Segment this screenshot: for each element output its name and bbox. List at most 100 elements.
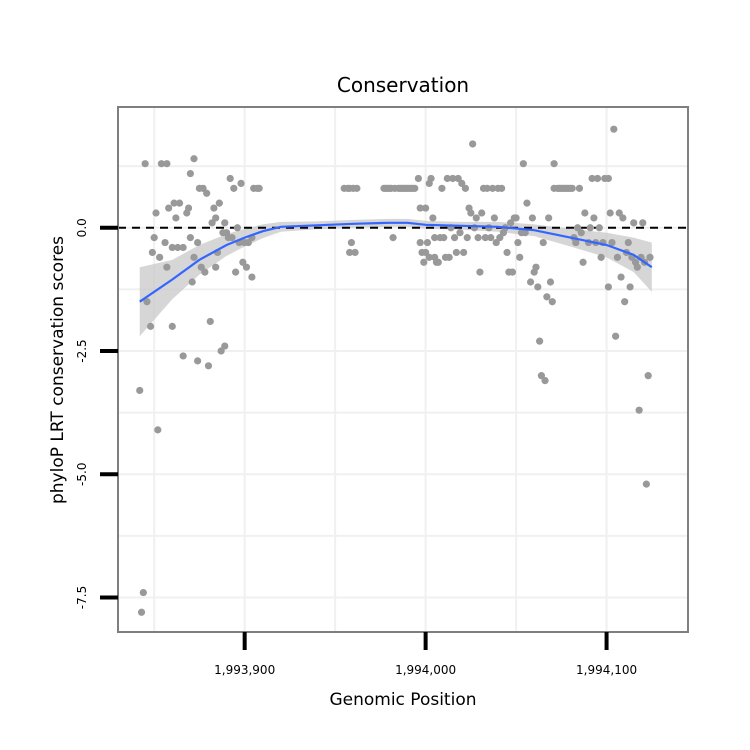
data-point <box>586 224 594 232</box>
data-point <box>458 179 466 188</box>
data-point <box>248 273 256 281</box>
data-point <box>136 386 144 395</box>
data-point <box>143 298 151 306</box>
data-point <box>431 234 439 242</box>
data-point <box>233 224 242 232</box>
data-point <box>427 174 435 183</box>
data-point <box>239 258 247 266</box>
data-point <box>485 224 493 232</box>
data-point <box>492 238 500 247</box>
data-point <box>519 160 527 168</box>
data-point <box>203 189 211 197</box>
data-point <box>590 214 598 222</box>
chart-title: Conservation <box>337 73 469 97</box>
data-point <box>221 342 229 350</box>
data-point <box>244 238 252 247</box>
data-point <box>568 184 576 192</box>
data-point <box>152 209 160 217</box>
data-point <box>633 263 641 271</box>
data-point <box>481 234 489 242</box>
data-point <box>476 268 484 276</box>
data-point <box>534 283 542 291</box>
y-tick-label: 0.0 <box>75 218 89 237</box>
panel-border <box>117 106 689 633</box>
data-point <box>184 204 193 212</box>
data-point <box>615 209 623 217</box>
x-tick-label: 1,994,000 <box>395 663 456 677</box>
data-point <box>186 169 194 178</box>
data-point <box>545 214 553 222</box>
data-point <box>221 219 229 227</box>
data-point <box>536 337 544 345</box>
data-point <box>150 234 158 242</box>
data-point <box>423 238 432 247</box>
data-point <box>550 160 558 168</box>
data-point <box>137 608 146 616</box>
data-point <box>139 588 147 597</box>
data-point <box>575 184 584 192</box>
data-point <box>577 229 585 237</box>
y-tick-label: -2.5 <box>75 339 89 362</box>
x-tick-label: 1,993,900 <box>214 663 275 677</box>
data-point <box>445 253 453 261</box>
data-point <box>422 248 430 257</box>
data-point <box>543 293 551 301</box>
data-point <box>210 204 218 212</box>
data-point <box>179 243 187 252</box>
data-point <box>215 199 223 207</box>
data-point <box>165 204 173 212</box>
data-point <box>242 263 251 271</box>
scatter-points <box>136 125 654 616</box>
data-point <box>179 352 187 360</box>
y-tick-label: -7.5 <box>75 586 89 609</box>
data-point <box>389 234 397 242</box>
data-point <box>619 214 627 222</box>
data-point <box>174 243 182 252</box>
y-axis-title: phyloP LRT conservation scores <box>48 236 68 504</box>
data-point <box>347 238 356 247</box>
data-point <box>194 357 202 365</box>
data-point <box>474 234 482 242</box>
data-point <box>353 184 361 192</box>
data-point <box>624 238 632 247</box>
data-point <box>635 406 643 414</box>
data-point <box>588 174 596 183</box>
data-point <box>461 184 470 192</box>
data-point <box>483 184 491 192</box>
data-point <box>642 480 650 488</box>
data-point <box>411 184 419 192</box>
data-point <box>190 155 198 163</box>
data-point <box>574 224 582 232</box>
data-point <box>595 224 603 232</box>
data-point <box>230 184 238 192</box>
data-point <box>188 278 196 286</box>
data-point <box>346 248 354 257</box>
data-point <box>420 258 428 266</box>
data-point <box>487 234 495 242</box>
data-point <box>351 248 359 257</box>
data-point <box>170 199 178 207</box>
data-point <box>141 160 149 168</box>
smooth-line <box>139 221 653 303</box>
data-point <box>194 238 202 247</box>
data-point <box>516 253 524 261</box>
data-point <box>157 160 166 168</box>
data-point <box>425 253 433 261</box>
data-point <box>572 238 580 247</box>
data-point <box>161 238 169 247</box>
data-point <box>498 184 506 192</box>
data-point <box>507 219 515 227</box>
data-point <box>597 253 605 261</box>
data-point <box>168 243 176 252</box>
data-point <box>488 184 497 192</box>
data-point <box>163 160 171 168</box>
data-point <box>548 298 556 306</box>
data-point <box>175 199 184 207</box>
data-point <box>434 258 442 266</box>
data-point <box>452 248 460 257</box>
data-point <box>255 184 263 192</box>
data-point <box>496 234 504 242</box>
data-point <box>204 362 213 370</box>
data-point <box>521 229 529 237</box>
data-point <box>604 283 612 291</box>
